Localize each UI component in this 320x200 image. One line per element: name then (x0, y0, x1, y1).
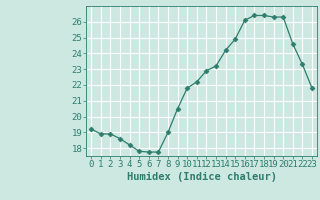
X-axis label: Humidex (Indice chaleur): Humidex (Indice chaleur) (127, 172, 276, 182)
